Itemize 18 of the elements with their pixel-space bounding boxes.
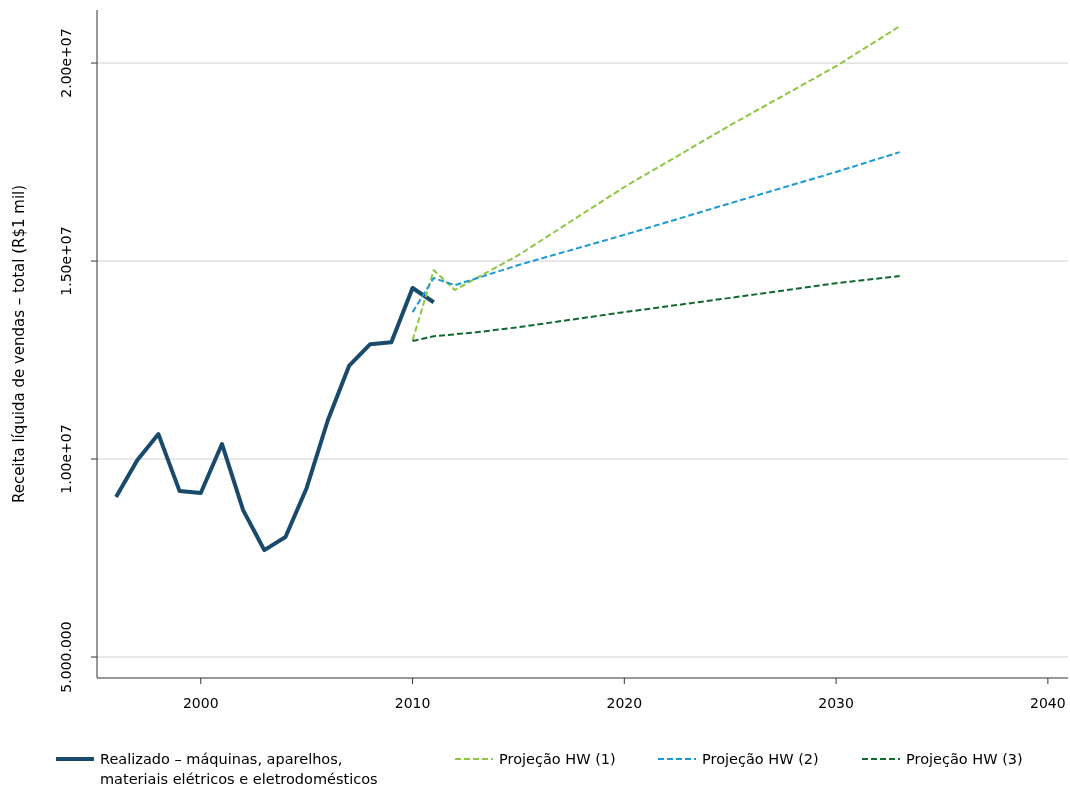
x-tick-label: 2040	[1030, 695, 1066, 711]
legend-label: Realizado – máquinas, aparelhos, materiais elétricos e eletrodomésticos	[100, 751, 378, 787]
y-tick-label: 5.000.000	[58, 621, 74, 693]
line-series	[114, 285, 436, 553]
line-series	[411, 25, 901, 342]
legend-label: Projeção HW (2)	[702, 751, 819, 767]
x-tick-label: 2000	[182, 695, 219, 711]
line-series	[411, 275, 901, 343]
y-tick-label: 1.00e+07	[58, 424, 74, 494]
y-tick-label: 1.50e+07	[58, 226, 74, 296]
legend-label: Projeção HW (3)	[906, 751, 1023, 767]
line-series	[411, 151, 901, 314]
x-tick-label: 2030	[818, 695, 854, 711]
y-tick-label: 2.00e+07	[58, 28, 74, 98]
y-axis-title: Receita líquida de vendas – total (R$1 mil)	[10, 184, 28, 504]
x-tick-label: 2010	[394, 695, 431, 711]
x-tick-label: 2020	[606, 695, 643, 711]
legend-label: Projeção HW (1)	[499, 751, 616, 767]
